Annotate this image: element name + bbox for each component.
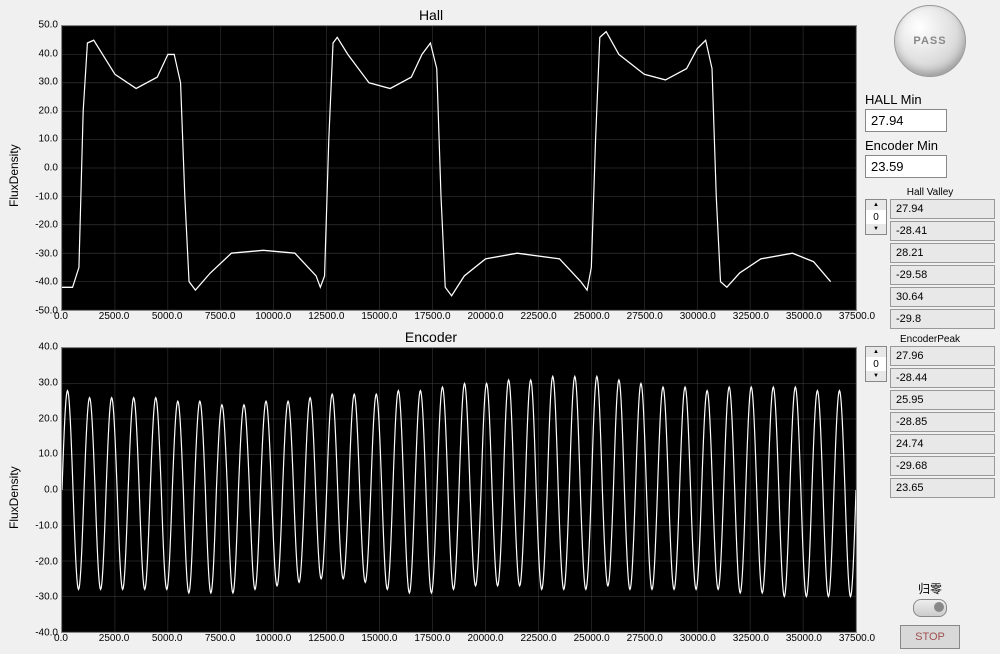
list-item: 23.65 bbox=[890, 478, 995, 498]
hall-valley-index[interactable] bbox=[866, 210, 886, 224]
hall-plot-area bbox=[61, 25, 857, 311]
list-item: 25.95 bbox=[890, 390, 995, 410]
hall-valley-label: Hall Valley bbox=[865, 187, 995, 198]
list-item: 28.21 bbox=[890, 243, 995, 263]
list-item: 30.64 bbox=[890, 287, 995, 307]
hall-min-value: 27.94 bbox=[865, 109, 947, 132]
list-item: -28.41 bbox=[890, 221, 995, 241]
encoder-min-label: Encoder Min bbox=[865, 138, 995, 153]
encoder-peak-down[interactable]: ▼ bbox=[866, 371, 886, 381]
list-item: 27.96 bbox=[890, 346, 995, 366]
encoder-peak-label: EncoderPeak bbox=[865, 334, 995, 345]
hall-yaxis: 50.040.030.020.010.00.0-10.0-20.0-30.0-4… bbox=[23, 25, 61, 311]
encoder-chart: Encoder FluxDensity 40.030.020.010.00.0-… bbox=[5, 327, 857, 649]
pass-label: PASS bbox=[913, 35, 946, 47]
hall-min-label: HALL Min bbox=[865, 92, 995, 107]
hall-valley-list: 27.94-28.4128.21-29.5830.64-29.8 bbox=[890, 199, 995, 331]
hall-valley-up[interactable]: ▲ bbox=[866, 200, 886, 210]
encoder-plot-area bbox=[61, 347, 857, 633]
list-item: -29.68 bbox=[890, 456, 995, 476]
stop-button[interactable]: STOP bbox=[900, 625, 960, 649]
hall-chart: Hall FluxDensity 50.040.030.020.010.00.0… bbox=[5, 5, 857, 327]
list-item: -29.58 bbox=[890, 265, 995, 285]
list-item: -28.44 bbox=[890, 368, 995, 388]
encoder-yaxis: 40.030.020.010.00.0-10.0-20.0-30.0-40.0 bbox=[23, 347, 61, 633]
list-item: -29.8 bbox=[890, 309, 995, 329]
encoder-xaxis: 0.02500.05000.07500.010000.012500.015000… bbox=[61, 633, 857, 649]
pass-indicator: PASS bbox=[894, 5, 966, 77]
encoder-peak-up[interactable]: ▲ bbox=[866, 347, 886, 357]
encoder-chart-title: Encoder bbox=[5, 327, 857, 347]
hall-chart-title: Hall bbox=[5, 5, 857, 25]
list-item: -28.85 bbox=[890, 412, 995, 432]
encoder-ylabel: FluxDensity bbox=[5, 347, 23, 649]
hall-ylabel: FluxDensity bbox=[5, 25, 23, 327]
hall-min-block: HALL Min 27.94 bbox=[865, 92, 995, 132]
encoder-min-value: 23.59 bbox=[865, 155, 947, 178]
encoder-peak-stepper[interactable]: ▲ ▼ bbox=[865, 346, 887, 382]
encoder-peak-index[interactable] bbox=[866, 357, 886, 371]
hall-valley-stepper[interactable]: ▲ ▼ bbox=[865, 199, 887, 235]
reset-toggle[interactable] bbox=[913, 599, 947, 617]
reset-label: 归零 bbox=[865, 580, 995, 597]
list-item: 27.94 bbox=[890, 199, 995, 219]
list-item: 24.74 bbox=[890, 434, 995, 454]
encoder-peak-list: 27.96-28.4425.95-28.8524.74-29.6823.65 bbox=[890, 346, 995, 500]
hall-xaxis: 0.02500.05000.07500.010000.012500.015000… bbox=[61, 311, 857, 327]
encoder-min-block: Encoder Min 23.59 bbox=[865, 138, 995, 178]
hall-valley-down[interactable]: ▼ bbox=[866, 224, 886, 234]
